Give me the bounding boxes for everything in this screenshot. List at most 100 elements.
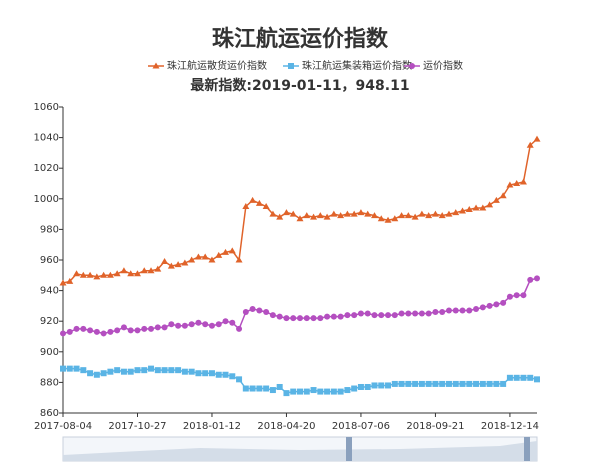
y-tick-label: 1020 — [34, 163, 59, 174]
point — [73, 365, 80, 372]
y-tick-label: 940 — [40, 286, 59, 297]
point — [412, 380, 419, 387]
point — [330, 388, 337, 395]
point — [364, 210, 372, 217]
point — [473, 380, 480, 387]
point — [202, 321, 209, 328]
point — [154, 265, 162, 272]
point — [222, 371, 229, 378]
point — [242, 309, 249, 316]
point — [330, 313, 337, 320]
point — [80, 367, 87, 374]
point — [167, 262, 175, 269]
point — [527, 374, 534, 381]
point — [404, 212, 412, 219]
point — [215, 251, 223, 258]
point — [492, 196, 500, 203]
point — [317, 315, 324, 322]
point — [465, 206, 473, 213]
point — [120, 267, 128, 274]
point — [229, 319, 236, 326]
point — [391, 380, 398, 387]
point — [445, 380, 452, 387]
point — [87, 327, 94, 334]
point — [229, 373, 236, 380]
point — [174, 261, 182, 268]
point — [107, 328, 114, 335]
point — [168, 367, 175, 374]
point — [425, 212, 433, 219]
point — [411, 213, 419, 220]
point — [228, 247, 236, 254]
point — [194, 253, 202, 260]
x-tick-label: 2018-04-20 — [257, 421, 315, 432]
legend-label: 珠江航运散货运价指数 — [167, 59, 267, 72]
y-tick-label: 860 — [40, 408, 59, 419]
point — [93, 328, 100, 335]
point — [80, 325, 87, 332]
point — [391, 215, 399, 222]
point — [466, 380, 473, 387]
point — [161, 258, 169, 265]
point — [439, 309, 446, 316]
legend-item: 珠江航运集装箱运价指数 — [283, 59, 412, 72]
point — [486, 380, 493, 387]
point — [290, 315, 297, 322]
point — [236, 376, 243, 383]
data-zoom[interactable] — [62, 436, 538, 462]
point — [195, 319, 202, 326]
point — [148, 325, 155, 332]
point — [175, 322, 182, 329]
point — [337, 313, 344, 320]
point — [100, 370, 107, 377]
point — [343, 210, 351, 217]
point — [344, 312, 351, 319]
point — [120, 368, 127, 375]
zoom-handle[interactable] — [346, 437, 352, 461]
point — [269, 387, 276, 394]
point — [412, 310, 419, 317]
point — [249, 305, 256, 312]
point — [533, 135, 541, 142]
point — [323, 213, 331, 220]
point — [134, 367, 141, 374]
point — [377, 215, 385, 222]
point — [452, 209, 460, 216]
point — [378, 382, 385, 389]
point — [350, 210, 358, 217]
point — [127, 368, 134, 375]
point — [276, 383, 283, 390]
point — [195, 370, 202, 377]
zoom-handle[interactable] — [524, 437, 530, 461]
point — [506, 293, 513, 300]
point — [141, 325, 148, 332]
point — [371, 382, 378, 389]
zoom-preview — [63, 441, 537, 461]
point — [418, 210, 426, 217]
point — [283, 390, 290, 397]
point — [370, 212, 378, 219]
point — [256, 307, 263, 314]
point — [208, 370, 215, 377]
point — [87, 370, 94, 377]
point — [520, 292, 527, 299]
point — [181, 322, 188, 329]
point — [371, 312, 378, 319]
point — [337, 212, 345, 219]
point — [432, 380, 439, 387]
point — [479, 380, 486, 387]
point — [500, 380, 507, 387]
point — [317, 388, 324, 395]
point — [452, 380, 459, 387]
point — [534, 376, 540, 383]
point — [255, 199, 263, 206]
point — [405, 380, 412, 387]
point — [310, 387, 317, 394]
point — [290, 388, 297, 395]
legend-item: 运价指数 — [404, 59, 463, 72]
point — [378, 312, 385, 319]
point — [310, 315, 317, 322]
point — [73, 270, 81, 277]
point — [249, 196, 257, 203]
